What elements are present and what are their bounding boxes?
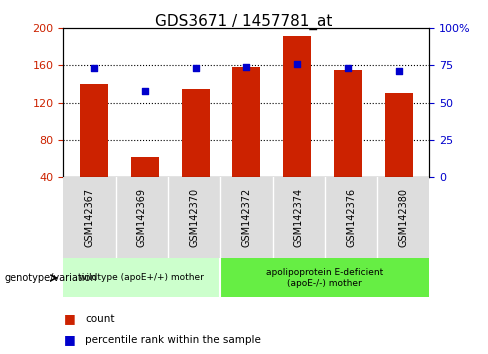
Text: count: count — [85, 314, 115, 324]
Bar — [385, 93, 413, 177]
Bar — [283, 36, 311, 177]
Point — [395, 69, 403, 74]
Bar — [168, 177, 220, 258]
Bar — [273, 177, 325, 258]
Point — [293, 61, 301, 67]
Point — [90, 65, 98, 71]
Bar — [131, 156, 159, 177]
Point — [192, 65, 200, 71]
Point — [141, 88, 149, 93]
Text: ■: ■ — [63, 333, 75, 346]
Text: wildtype (apoE+/+) mother: wildtype (apoE+/+) mother — [80, 273, 204, 282]
Text: GSM142374: GSM142374 — [294, 188, 304, 247]
Text: GSM142376: GSM142376 — [346, 188, 356, 247]
Bar — [220, 258, 429, 297]
Bar — [325, 177, 377, 258]
Point — [344, 65, 352, 71]
Bar — [377, 177, 429, 258]
Bar — [63, 258, 220, 297]
Text: apolipoprotein E-deficient
(apoE-/-) mother: apolipoprotein E-deficient (apoE-/-) mot… — [266, 268, 384, 287]
Point — [243, 64, 250, 70]
Text: GSM142367: GSM142367 — [84, 188, 95, 247]
Bar — [182, 89, 210, 177]
Bar — [220, 177, 273, 258]
Text: GDS3671 / 1457781_at: GDS3671 / 1457781_at — [155, 14, 333, 30]
Text: GSM142380: GSM142380 — [398, 188, 408, 247]
Text: GSM142372: GSM142372 — [242, 188, 251, 247]
Bar — [232, 67, 261, 177]
Bar — [334, 70, 362, 177]
Text: percentile rank within the sample: percentile rank within the sample — [85, 335, 261, 345]
Bar — [63, 177, 116, 258]
Bar — [116, 177, 168, 258]
Text: genotype/variation: genotype/variation — [5, 273, 98, 283]
Text: GSM142369: GSM142369 — [137, 188, 147, 247]
Text: ■: ■ — [63, 312, 75, 325]
Text: GSM142370: GSM142370 — [189, 188, 199, 247]
Bar — [80, 84, 108, 177]
